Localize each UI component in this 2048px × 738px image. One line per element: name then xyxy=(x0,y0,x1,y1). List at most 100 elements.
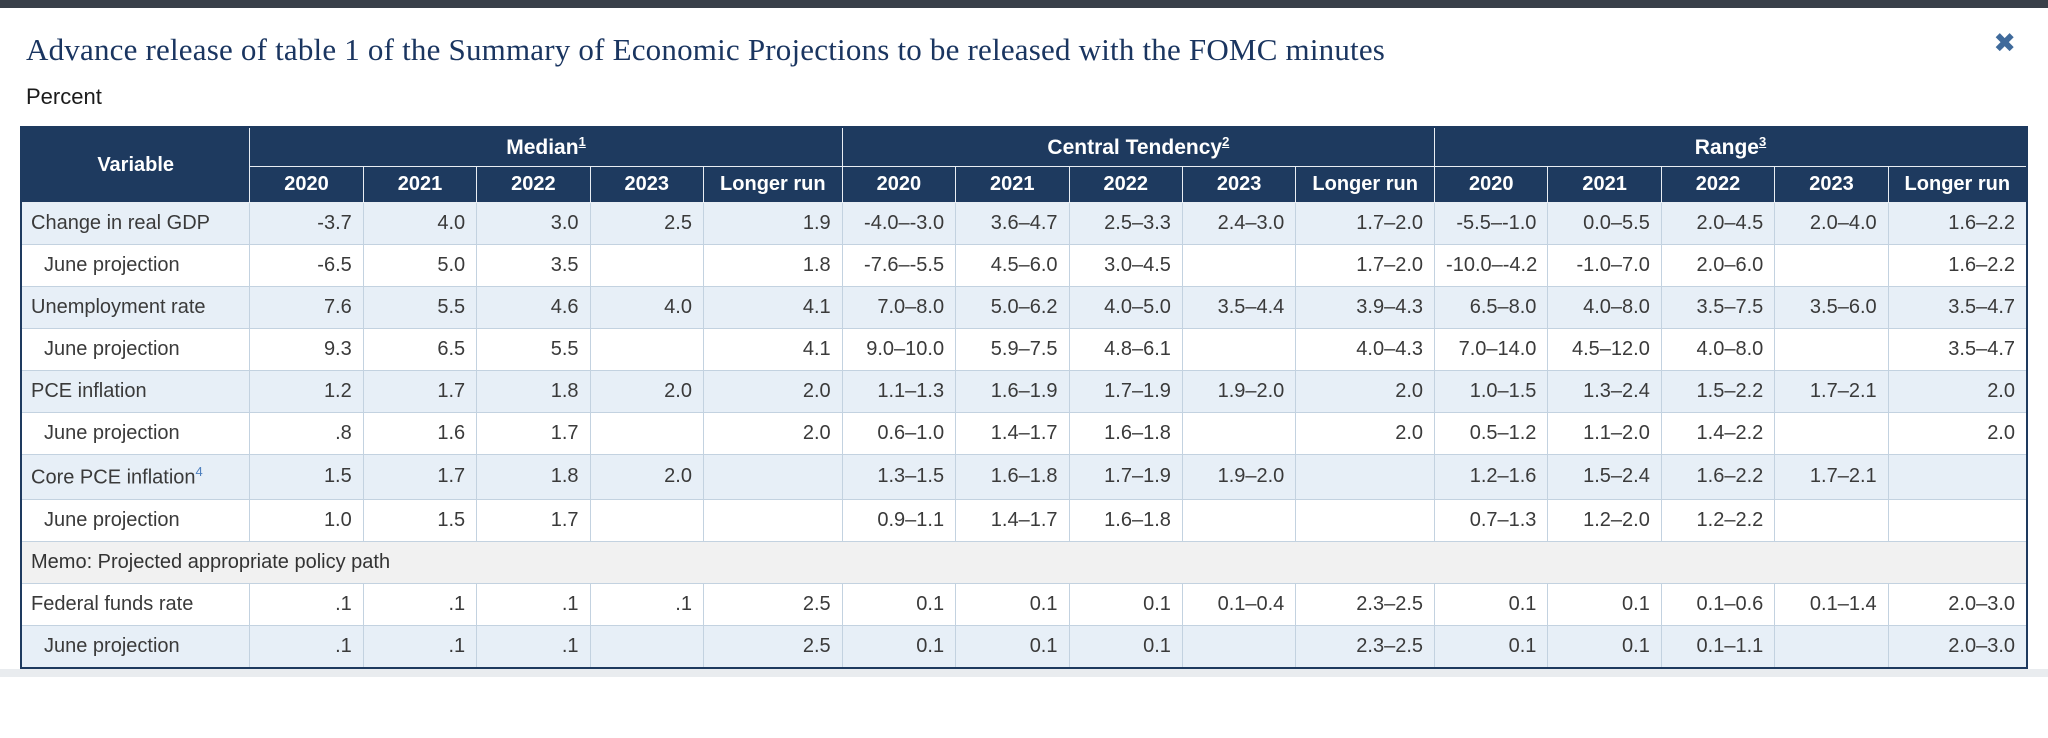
year-header: 2021 xyxy=(362,166,478,203)
page-title: Advance release of table 1 of the Summar… xyxy=(26,32,1386,67)
value-cell: 3.6–4.7 xyxy=(955,202,1070,245)
value-cell xyxy=(1295,498,1436,542)
row-label: June projection xyxy=(20,244,251,287)
value-cell: 1.6 xyxy=(362,412,478,455)
value-cell: -1.0–7.0 xyxy=(1547,244,1662,287)
value-cell: 5.5 xyxy=(476,328,591,371)
value-cell: 2.4–3.0 xyxy=(1181,202,1297,245)
year-header: 2020 xyxy=(841,166,957,203)
value-cell: 3.0 xyxy=(476,202,591,245)
value-cell: 1.7–2.1 xyxy=(1774,370,1889,413)
year-header: 2020 xyxy=(249,166,364,203)
value-cell: 0.1 xyxy=(1547,582,1662,626)
value-cell: -5.5–-1.0 xyxy=(1434,202,1549,245)
value-cell: 4.0–8.0 xyxy=(1660,328,1776,371)
table-row: June projection 9.3 6.5 5.5 4.1 9.0–10.0 5.9–7… xyxy=(20,328,2028,371)
value-cell: 3.9–4.3 xyxy=(1295,286,1436,329)
footnote-ref-3[interactable]: 3 xyxy=(1758,134,1767,149)
year-header: 2021 xyxy=(955,166,1070,203)
year-header: 2023 xyxy=(1181,166,1297,203)
footnote-ref-1[interactable]: 1 xyxy=(578,134,586,149)
value-cell: -10.0–-4.2 xyxy=(1434,244,1549,287)
table-row: June projection .1.1.1 2.5 0.1 0.1 0.1 2.3–2.5… xyxy=(20,624,2028,669)
value-cell: 2.0 xyxy=(589,370,704,413)
value-cell: 0.1 xyxy=(1068,582,1183,626)
value-cell xyxy=(1887,454,2028,500)
value-cell: 0.1 xyxy=(955,582,1070,626)
value-cell: 2.0 xyxy=(1887,412,2028,455)
value-cell: 1.4–1.7 xyxy=(955,498,1070,542)
group-header-range: Range3 xyxy=(1434,126,2028,167)
memo-label: Memo: Projected appropriate policy path xyxy=(20,540,2028,584)
value-cell: 9.3 xyxy=(249,328,364,371)
value-cell: 3.5–4.7 xyxy=(1887,286,2028,329)
value-cell: .1 xyxy=(249,582,364,626)
value-cell: 0.1 xyxy=(841,624,957,669)
value-cell: 1.6–2.2 xyxy=(1887,244,2028,287)
table-row: June projection -6.5 5.0 3.5 1.8 -7.6–-5.5 4.5… xyxy=(20,244,2028,287)
value-cell: 1.2 xyxy=(249,370,364,413)
value-cell xyxy=(1295,454,1436,500)
value-cell: 9.0–10.0 xyxy=(841,328,957,371)
value-cell xyxy=(1181,498,1297,542)
value-cell: 1.6–1.8 xyxy=(955,454,1070,500)
value-cell: 4.6 xyxy=(476,286,591,329)
value-cell xyxy=(589,498,704,542)
value-cell: .1 xyxy=(476,624,591,669)
value-cell: 1.7–2.0 xyxy=(1295,202,1436,245)
value-cell: 2.3–2.5 xyxy=(1295,624,1436,669)
value-cell: 0.1 xyxy=(1547,624,1662,669)
value-cell xyxy=(589,624,704,669)
value-cell: 2.5 xyxy=(702,582,843,626)
value-cell: 0.1 xyxy=(1434,624,1549,669)
year-header: 2022 xyxy=(476,166,591,203)
value-cell xyxy=(1774,624,1889,669)
value-cell: 4.0–4.3 xyxy=(1295,328,1436,371)
value-cell: 1.2–1.6 xyxy=(1434,454,1549,500)
value-cell: 2.0 xyxy=(702,412,843,455)
group-label: Range xyxy=(1694,136,1759,159)
value-cell: 1.6–2.2 xyxy=(1887,202,2028,245)
value-cell: 1.5 xyxy=(362,498,478,542)
value-cell: 5.5 xyxy=(362,286,478,329)
table-header: Variable Median1 Central Tendency2 Range… xyxy=(20,126,2028,203)
value-cell: 1.6–1.9 xyxy=(955,370,1070,413)
footnote-ref-4[interactable]: 4 xyxy=(195,464,203,479)
value-cell: 1.5–2.4 xyxy=(1547,454,1662,500)
value-cell: 7.0–14.0 xyxy=(1434,328,1549,371)
value-cell: -4.0–-3.0 xyxy=(841,202,957,245)
value-cell: 1.5–2.2 xyxy=(1660,370,1776,413)
value-cell: 4.5–6.0 xyxy=(955,244,1070,287)
value-cell: 2.0–4.5 xyxy=(1660,202,1776,245)
sep-table: Variable Median1 Central Tendency2 Range… xyxy=(20,126,2028,669)
value-cell: 1.4–2.2 xyxy=(1660,412,1776,455)
value-cell: 6.5–8.0 xyxy=(1434,286,1549,329)
value-cell: 1.2–2.0 xyxy=(1547,498,1662,542)
value-cell: 1.7 xyxy=(362,370,478,413)
value-cell: .8 xyxy=(249,412,364,455)
year-header: Longer run xyxy=(702,166,843,203)
value-cell: 1.4–1.7 xyxy=(955,412,1070,455)
close-icon[interactable]: ✖ xyxy=(1993,28,2016,58)
year-header: 2021 xyxy=(1547,166,1662,203)
value-cell: .1 xyxy=(362,624,478,669)
value-cell: 1.7–1.9 xyxy=(1068,370,1183,413)
value-cell xyxy=(1774,244,1889,287)
footnote-ref-2[interactable]: 2 xyxy=(1222,134,1230,149)
table-body: Change in real GDP -3.7 4.0 3.0 2.5 1.9 -4.0–-… xyxy=(20,202,2028,669)
row-label: Federal funds rate xyxy=(20,582,251,626)
value-cell: 2.5–3.3 xyxy=(1068,202,1183,245)
row-label: June projection xyxy=(20,328,251,371)
value-cell: 1.6–1.8 xyxy=(1068,498,1183,542)
value-cell: 4.8–6.1 xyxy=(1068,328,1183,371)
value-cell: .1 xyxy=(476,582,591,626)
value-cell: 3.5–4.4 xyxy=(1181,286,1297,329)
value-cell xyxy=(702,454,843,500)
year-header-row: 2020 2021 2022 2023 Longer run 2020 2021… xyxy=(21,166,2028,203)
value-cell: 4.5–12.0 xyxy=(1547,328,1662,371)
row-label: June projection xyxy=(20,412,251,455)
value-cell: 1.7–2.0 xyxy=(1295,244,1436,287)
value-cell: 5.9–7.5 xyxy=(955,328,1070,371)
value-cell: 1.9–2.0 xyxy=(1181,370,1297,413)
value-cell: 0.1 xyxy=(1068,624,1183,669)
